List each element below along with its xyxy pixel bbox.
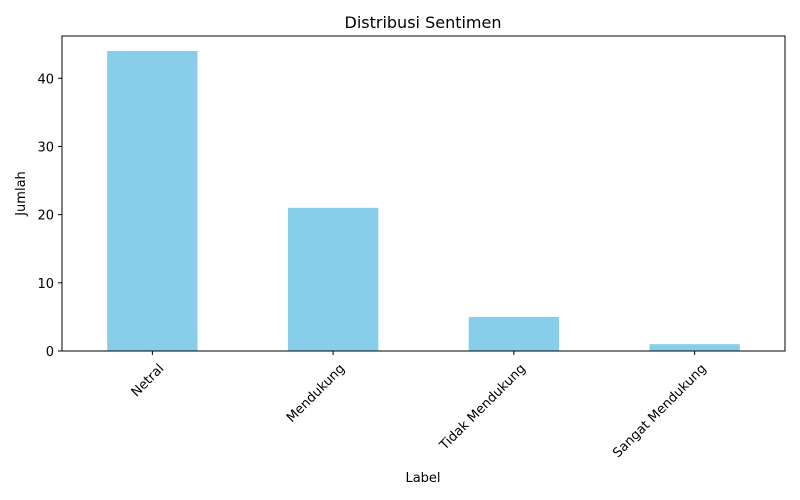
x-axis-label: Label [405, 471, 440, 486]
y-axis-label: Jumlah [14, 171, 29, 217]
plot-frame [61, 35, 786, 352]
x-axis: Netral Mendukung Tidak Mendukung Sangat Men… [129, 351, 710, 461]
y-tick-label: 20 [37, 209, 54, 224]
y-tick-label: 0 [46, 345, 54, 360]
chart-title: Distribusi Sentimen [345, 13, 502, 32]
x-tick-label: Tidak Mendukung [436, 361, 529, 454]
bar-mendukung [287, 207, 379, 351]
y-tick-label: 10 [37, 277, 54, 292]
bar-netral [107, 51, 198, 351]
bars-group [107, 51, 740, 351]
bar-sangat-mendukung [649, 344, 740, 351]
bar-tidak-mendukung [468, 316, 560, 351]
y-tick-label: 30 [37, 140, 54, 155]
y-tick-label: 40 [37, 72, 54, 87]
x-tick-label: Sangat Mendukung [610, 361, 710, 461]
x-tick-label: Netral [129, 361, 168, 400]
x-tick-label: Mendukung [284, 361, 348, 425]
y-axis: 0 10 20 30 40 [37, 72, 62, 360]
